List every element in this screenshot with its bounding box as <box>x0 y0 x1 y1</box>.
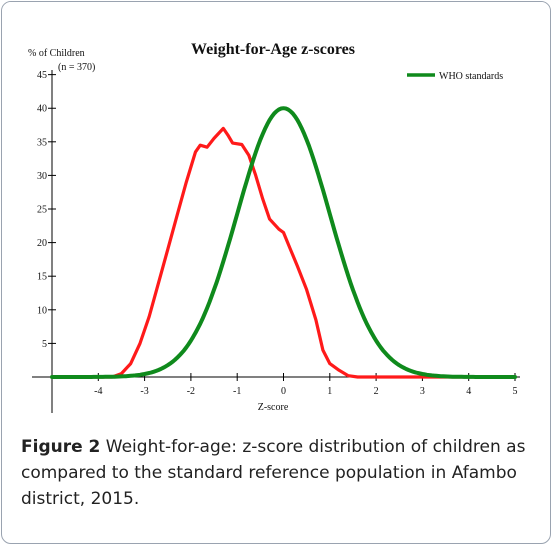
x-tick-label: -2 <box>187 386 195 397</box>
y-tick-label: 15 <box>37 272 47 283</box>
y-tick-label: 5 <box>42 339 47 350</box>
x-ticks: -4 -3 -2 -1 0 1 2 3 4 5 <box>94 373 518 397</box>
x-axis-label: Z-score <box>258 402 289 413</box>
y-tick-label: 40 <box>37 104 47 115</box>
x-tick-label: 3 <box>420 386 425 397</box>
y-axis-label: % of Children <box>28 48 85 59</box>
x-tick-label: -4 <box>94 386 102 397</box>
caption-text: Weight-for-age: z-score distribution of … <box>21 437 526 509</box>
x-tick-label: 0 <box>281 386 286 397</box>
y-axis-label-note: (n = 370) <box>58 62 95 73</box>
x-tick-label: 5 <box>513 386 518 397</box>
legend-label-who: WHO standards <box>439 71 503 82</box>
y-tick-label: 20 <box>37 238 47 249</box>
figure-caption: Figure 2 Weight-for-age: z-score distrib… <box>21 434 541 512</box>
x-tick-label: 2 <box>374 386 379 397</box>
x-tick-label: -1 <box>233 386 241 397</box>
x-tick-label: -3 <box>140 386 148 397</box>
caption-label: Figure 2 <box>21 437 101 457</box>
y-ticks: 5 10 15 20 25 30 35 40 45 <box>37 70 56 350</box>
y-tick-label: 30 <box>37 171 47 182</box>
series-line-who-standards <box>50 106 517 379</box>
x-tick-label: 4 <box>466 386 471 397</box>
y-tick-label: 35 <box>37 137 47 148</box>
x-tick-label: 1 <box>327 386 332 397</box>
y-tick-label: 45 <box>37 70 47 81</box>
weight-for-age-chart: % of Children (n = 370) Weight-for-Age z… <box>2 2 550 422</box>
y-tick-label: 25 <box>37 205 47 216</box>
y-tick-label: 10 <box>37 305 47 316</box>
chart-title: Weight-for-Age z-scores <box>191 41 355 58</box>
series-line-sample <box>50 126 517 379</box>
